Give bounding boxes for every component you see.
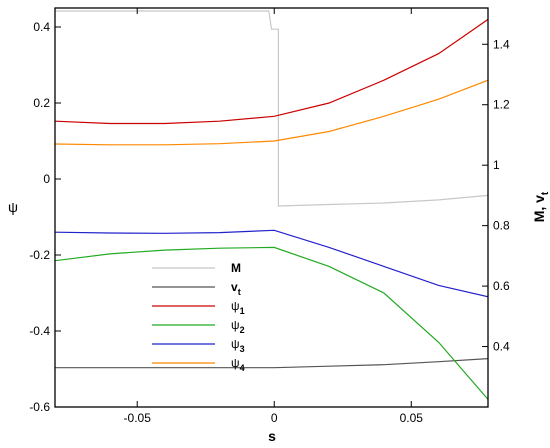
y-left-tick-label: -0.2 [29, 248, 50, 262]
series-line-2 [55, 358, 488, 369]
y-left-tick-label: 0.4 [33, 20, 50, 34]
series-line-6 [55, 79, 488, 146]
y-left-tick-label: 0.2 [33, 96, 50, 110]
legend-label-4: ψ2 [231, 318, 245, 335]
legend-label-3: ψ1 [231, 299, 245, 316]
svg-text:M, vt: M, vt [531, 191, 550, 222]
y-left-axis-title: ψ [8, 199, 18, 215]
y-left-tick-label: -0.6 [29, 400, 50, 414]
y-right-tick-label: 0.6 [493, 279, 510, 293]
legend-label-2: vt [231, 280, 241, 297]
legend: Mvt ψ1 ψ2 ψ3 ψ4 [152, 261, 245, 373]
y-right-axis-title-main: M, v [531, 195, 547, 222]
series-line-4 [55, 246, 488, 400]
legend-label-1: M [231, 261, 241, 275]
y-right-axis-title-sub: t [540, 191, 550, 195]
legend-label-5: ψ3 [231, 337, 245, 354]
series-line-5 [55, 229, 488, 298]
legend-label-6: ψ4 [231, 356, 245, 373]
y-right-axis-title: M, vt [531, 191, 550, 222]
y-right-tick-label: 1 [493, 158, 500, 172]
plot-frame [54, 7, 489, 408]
series-line-3 [55, 18, 488, 125]
y-left-tick-label: 0 [43, 172, 50, 186]
y-right-tick-label: 1.2 [493, 98, 510, 112]
y-right-tick-label: 0.4 [493, 340, 510, 354]
y-right-tick-label: 0.8 [493, 219, 510, 233]
y-left-tick-label: -0.4 [29, 324, 50, 338]
x-tick-label: 0.05 [400, 411, 424, 425]
series-line-1 [55, 10, 488, 207]
x-axis-title: s [268, 428, 276, 444]
y-right-tick-label: 1.4 [493, 37, 510, 51]
ticks-layer: -0.05 0 0.05 -0.6 -0.4 -0.2 0 0.2 0.4 0.4 0.6 0.8 1 1… [29, 8, 510, 425]
series-layer [55, 10, 488, 400]
x-tick-label: -0.05 [124, 411, 152, 425]
x-tick-label: 0 [271, 411, 278, 425]
